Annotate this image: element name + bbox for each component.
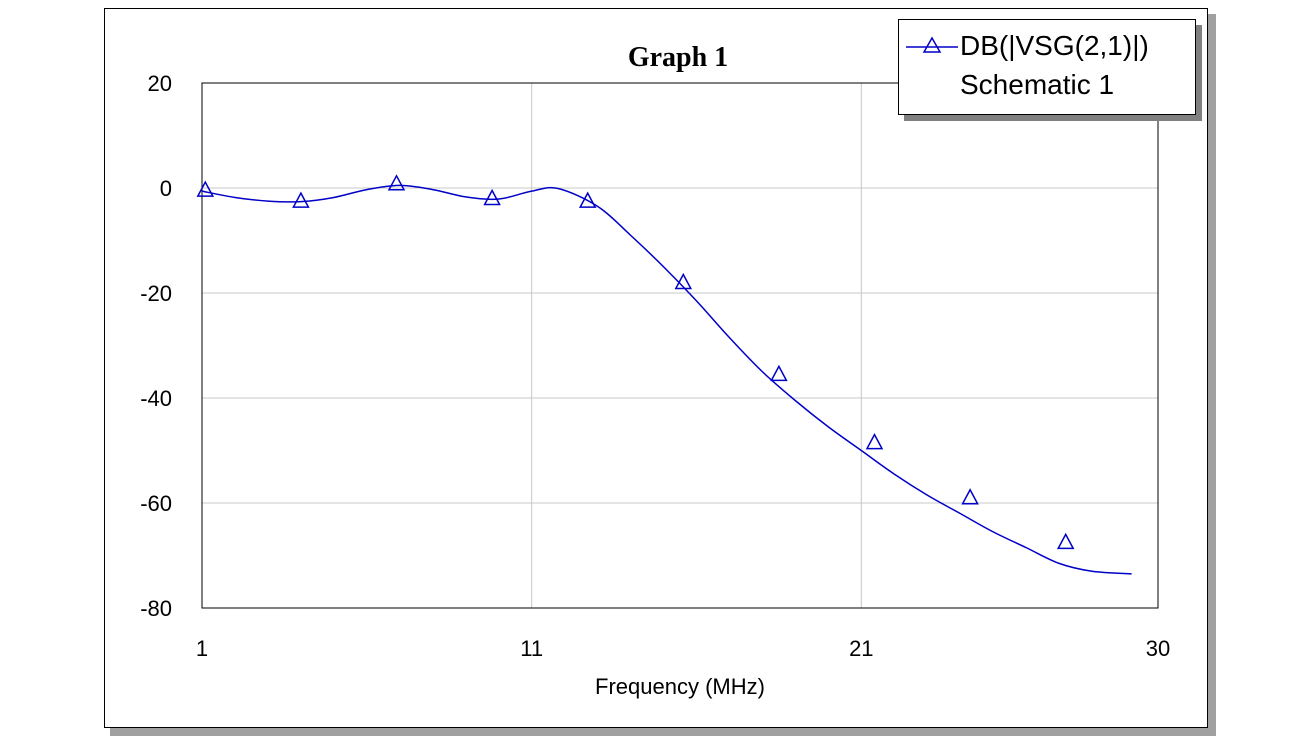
series-line bbox=[201, 184, 1132, 575]
series-layer bbox=[196, 174, 1132, 575]
series-point-marker bbox=[196, 180, 215, 197]
y-tick-label: 0 bbox=[160, 176, 172, 201]
legend-series-label: DB(|VSG(2,1)|) bbox=[960, 30, 1149, 61]
x-tick-label: 21 bbox=[849, 636, 873, 661]
y-tick-label: -80 bbox=[140, 596, 172, 621]
y-tick-label: -20 bbox=[140, 281, 172, 306]
legend-schematic-label: Schematic 1 bbox=[960, 69, 1115, 100]
grid-layer bbox=[202, 83, 1158, 608]
series-point-marker bbox=[292, 191, 310, 208]
series-point-marker bbox=[387, 174, 406, 191]
y-tick-label: 20 bbox=[148, 71, 172, 96]
y-axis-ticks: 20 0 -20 -40 -60 -80 bbox=[140, 71, 172, 621]
series-point-marker bbox=[483, 188, 501, 206]
y-tick-label: -60 bbox=[140, 491, 172, 516]
series-point-marker bbox=[770, 364, 788, 382]
chart-title: Graph 1 bbox=[628, 42, 728, 73]
plot-area bbox=[201, 82, 1159, 609]
x-axis-ticks: 1 11 21 30 bbox=[196, 636, 1170, 661]
legend bbox=[898, 19, 1196, 115]
series-point-marker bbox=[1056, 532, 1075, 550]
legend-series-marker bbox=[906, 36, 958, 53]
x-tick-label: 1 bbox=[196, 636, 208, 661]
x-tick-label: 11 bbox=[520, 636, 543, 661]
series-point-marker bbox=[578, 191, 597, 208]
series-point-marker bbox=[961, 488, 979, 505]
series-point-marker bbox=[674, 272, 693, 290]
y-tick-label: -40 bbox=[140, 386, 172, 411]
x-tick-label: 30 bbox=[1146, 636, 1170, 661]
x-axis-label: Frequency (MHz) bbox=[595, 674, 765, 699]
series-point-marker bbox=[865, 433, 884, 450]
